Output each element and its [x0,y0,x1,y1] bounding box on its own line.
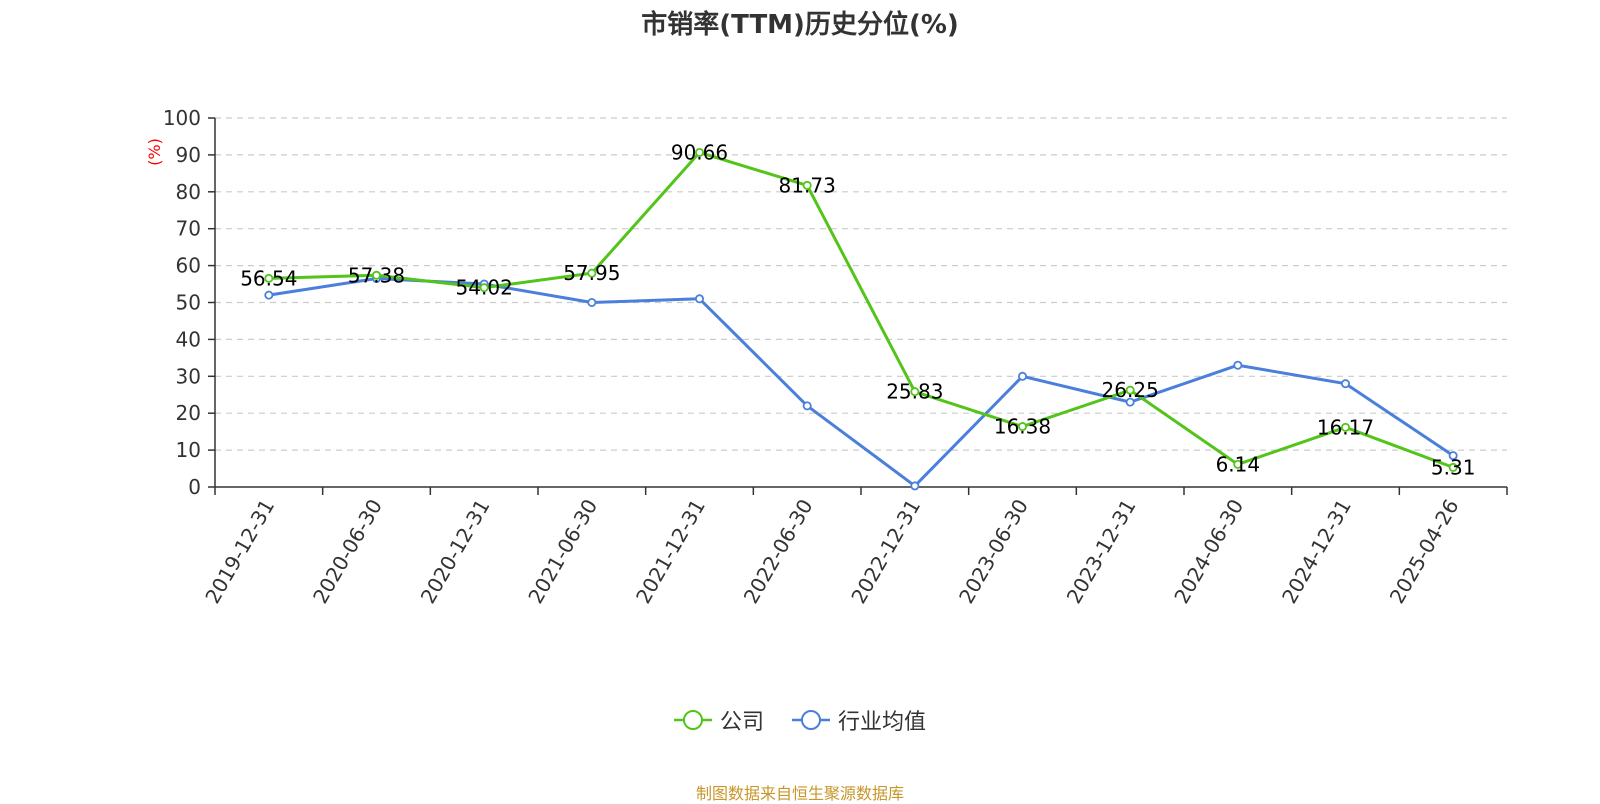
data-label-company: 16.17 [1317,415,1374,439]
legend-company-line-circle-icon [673,710,712,730]
x-tick-label: 2024-12-31 [1277,495,1356,608]
data-point-company[interactable] [802,180,812,190]
x-tick-label: 2021-12-31 [631,495,710,608]
x-tick-label: 2024-06-30 [1169,495,1248,608]
data-point-industry[interactable] [910,481,920,491]
x-tick-label: 2023-12-31 [1062,495,1141,608]
data-point-company[interactable] [1448,462,1458,472]
data-point-company[interactable] [1341,422,1351,432]
data-point-industry[interactable] [695,294,705,304]
data-point-industry[interactable] [587,297,597,307]
data-point-company[interactable] [1125,385,1135,395]
x-tick-label: 2022-06-30 [739,495,818,608]
y-tick-label: 0 [188,475,201,499]
y-tick-label: 90 [176,143,201,167]
data-label-company: 81.73 [779,173,836,197]
data-point-company[interactable] [1018,422,1028,432]
y-axis-ticks: 0 10 20 30 40 50 60 70 80 90 100 [163,106,215,499]
data-point-industry[interactable] [802,401,812,411]
source-note: 制图数据来自恒生聚源数据库 [695,784,904,803]
y-tick-label: 80 [176,180,201,204]
data-point-industry[interactable] [1125,397,1135,407]
y-axis-unit-label: (%) [145,138,164,166]
y-tick-label: 40 [176,327,201,351]
y-tick-label: 10 [176,438,201,462]
x-tick-label: 2020-06-30 [308,495,387,608]
line-chart: (%) 0 10 20 30 40 50 60 70 80 90 100 2019-12-31 202… [145,106,1508,608]
series-line-company [268,150,1454,469]
grid-lines [215,117,1507,451]
legend-item-company[interactable]: 公司 [673,704,764,736]
data-point-company[interactable] [371,270,381,280]
y-tick-label: 20 [176,401,201,425]
x-tick-label: 2020-12-31 [416,495,495,608]
data-label-company: 54.02 [456,276,513,300]
data-label-company: 25.83 [886,380,943,404]
chart-title: 市销率(TTM)历史分位(%) [641,10,959,40]
legend-label-industry: 行业均值 [838,710,927,735]
data-point-industry[interactable] [1018,371,1028,381]
x-tick-label: 2025-04-26 [1385,495,1464,608]
y-tick-label: 30 [176,364,201,388]
data-label-company: 5.31 [1431,455,1476,479]
data-point-company[interactable] [479,283,489,293]
y-tick-label: 50 [176,291,201,315]
data-point-industry[interactable] [1233,360,1243,370]
data-label-company: 90.66 [671,140,728,164]
data-point-company[interactable] [264,273,274,283]
x-tick-label: 2023-06-30 [954,495,1033,608]
data-label-company: 26.25 [1102,378,1159,402]
data-label-company: 56.54 [240,266,297,290]
data-point-industry[interactable] [1341,379,1351,389]
data-labels: 56.54 57.38 54.02 57.95 90.66 81.73 25.83 16.38… [240,140,1475,479]
data-point-industry[interactable] [264,290,274,300]
data-label-company: 16.38 [994,415,1051,439]
x-tick-label: 2019-12-31 [200,495,279,608]
data-label-company: 6.14 [1216,452,1261,476]
legend-industry-line-circle-icon [792,710,830,730]
series-line-industry [268,277,1455,488]
y-tick-label: 70 [176,217,201,241]
data-point-company[interactable] [910,387,920,397]
x-tick-label: 2022-12-31 [846,495,925,608]
data-point-company[interactable] [587,268,597,278]
legend: 公司 行业均值 [0,704,1600,736]
data-label-company: 57.38 [348,263,405,287]
data-label-company: 57.95 [563,261,620,285]
data-point-company[interactable] [1233,459,1243,469]
x-axis-ticks: 2019-12-31 2020-06-30 2020-12-31 2021-06-30… [200,487,1508,608]
data-point-industry[interactable] [1448,451,1458,461]
x-tick-label: 2021-06-30 [523,495,602,608]
data-point-company[interactable] [695,147,705,157]
legend-item-industry[interactable]: 行业均值 [792,704,926,736]
series-lines [264,147,1458,491]
legend-label-company: 公司 [719,710,764,735]
y-tick-label: 60 [176,254,201,278]
y-tick-label: 100 [163,106,201,130]
